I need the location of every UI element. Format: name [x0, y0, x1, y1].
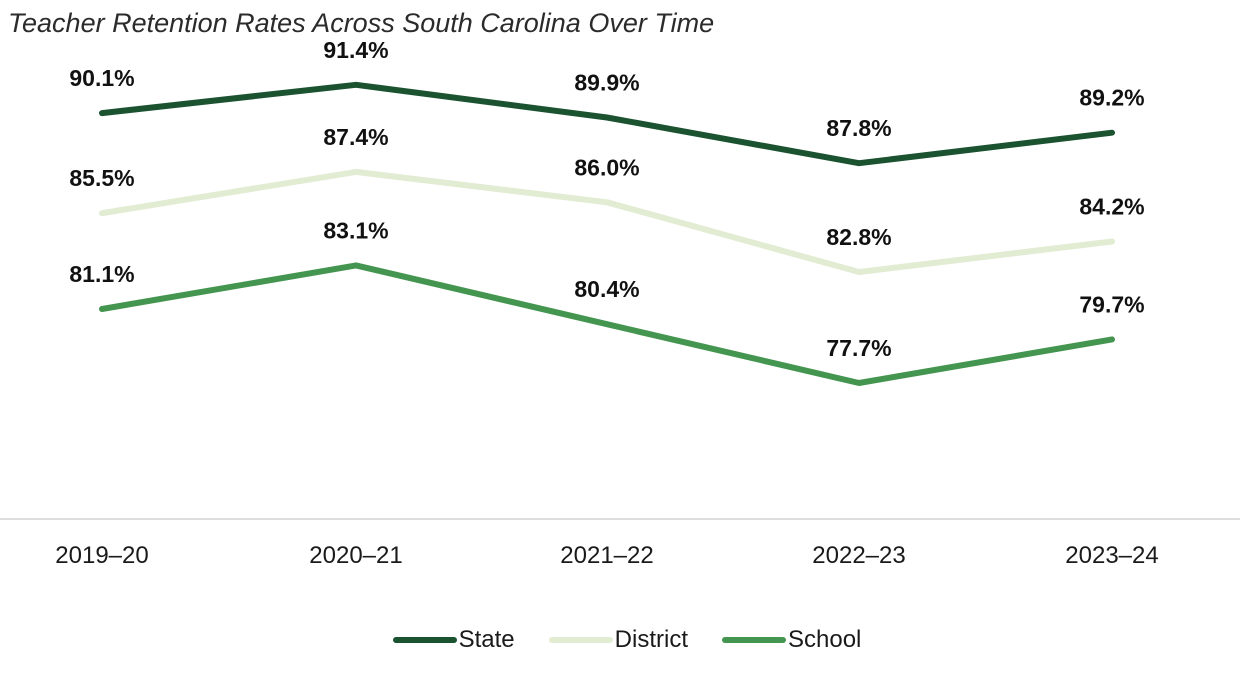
data-label-district: 86.0% [574, 154, 639, 180]
x-tick-label: 2021–22 [560, 542, 653, 569]
legend-swatch-state [392, 637, 457, 643]
legend-label-school: School [787, 626, 862, 653]
legend-label-district: District [614, 626, 688, 653]
data-label-school: 81.1% [69, 261, 134, 287]
data-label-school: 77.7% [826, 335, 891, 361]
data-label-district: 82.8% [826, 224, 891, 250]
legend-item-district: District [548, 626, 688, 654]
x-tick-label: 2020–21 [309, 542, 402, 569]
legend-item-school: School [721, 626, 862, 654]
data-label-state: 89.9% [574, 70, 639, 96]
data-label-state: 90.1% [69, 65, 134, 91]
data-label-state: 87.8% [826, 115, 891, 141]
legend-swatch-school [721, 637, 786, 643]
legend-label-state: State [458, 626, 515, 653]
x-tick-label: 2023–24 [1065, 542, 1158, 569]
series-line-school [99, 262, 1115, 386]
data-label-state: 89.2% [1079, 85, 1144, 111]
data-label-state: 91.4% [323, 37, 388, 63]
data-label-district: 84.2% [1079, 194, 1144, 220]
series-line-state [99, 81, 1115, 167]
data-label-school: 80.4% [574, 276, 639, 302]
data-label-district: 87.4% [323, 124, 388, 150]
line-chart: 2019–20 2020–21 2021–22 2022–23 2023–24 90.1%… [0, 37, 1240, 569]
data-label-school: 79.7% [1079, 291, 1144, 317]
data-label-district: 85.5% [69, 165, 134, 191]
series-line-district [99, 168, 1115, 275]
chart-title: Teacher Retention Rates Across South Car… [8, 8, 715, 38]
x-tick-label: 2022–23 [812, 542, 905, 569]
data-label-school: 83.1% [323, 217, 388, 243]
legend-item-state: State [392, 626, 515, 654]
legend-swatch-district [548, 637, 613, 643]
legend: State District School [0, 620, 1254, 660]
x-tick-label: 2019–20 [55, 542, 148, 569]
